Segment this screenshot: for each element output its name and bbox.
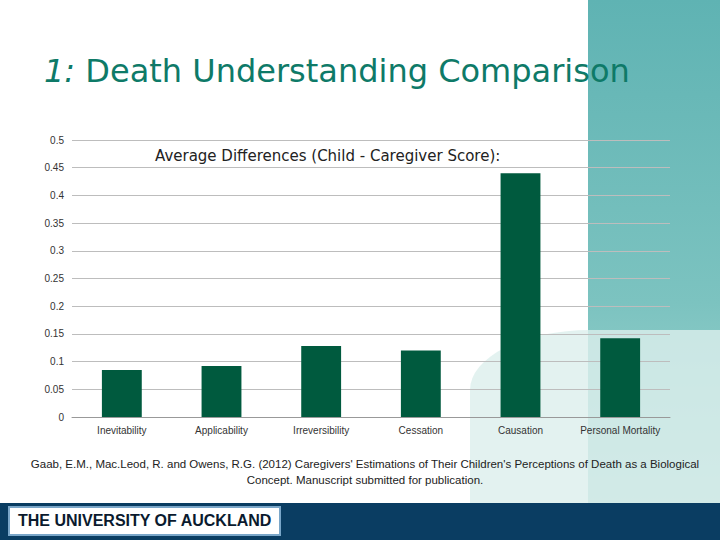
- svg-text:0.4: 0.4: [50, 190, 64, 201]
- svg-text:0.25: 0.25: [45, 273, 65, 284]
- svg-text:Irreversibility: Irreversibility: [293, 425, 349, 436]
- html-text:Gaab, E.M., Mac.Leod, R. and O: Gaab, E.M., Mac.Leod, R. and Owens, R.G.…: [30, 458, 700, 486]
- svg-text:0.1: 0.1: [50, 356, 64, 367]
- svg-text:Applicability: Applicability: [195, 425, 248, 436]
- svg-text:0.5: 0.5: [50, 135, 64, 146]
- svg-text:0.45: 0.45: [45, 162, 65, 173]
- html-text:1: Death Understanding Compari: 1: Death Understanding Comparison: [44, 52, 630, 90]
- svg-text:Personal Mortality: Personal Mortality: [580, 425, 660, 436]
- svg-text:Cessation: Cessation: [399, 425, 443, 436]
- svg-text:0: 0: [58, 412, 64, 423]
- svg-text:0.3: 0.3: [50, 245, 64, 256]
- svg-text:0.05: 0.05: [45, 384, 65, 395]
- html-text:THE UNIVERSITY OF AUCKLAND: THE UNIVERSITY OF AUCKLAND: [18, 512, 272, 529]
- svg-text:Causation: Causation: [498, 425, 543, 436]
- svg-text:0.15: 0.15: [45, 328, 65, 339]
- svg-text:0.35: 0.35: [45, 218, 65, 229]
- svg-text:Inevitability: Inevitability: [97, 425, 146, 436]
- svg-text:Average Differences (Child - C: Average Differences (Child - Caregiver S…: [155, 147, 500, 165]
- svg-text:0.2: 0.2: [50, 301, 64, 312]
